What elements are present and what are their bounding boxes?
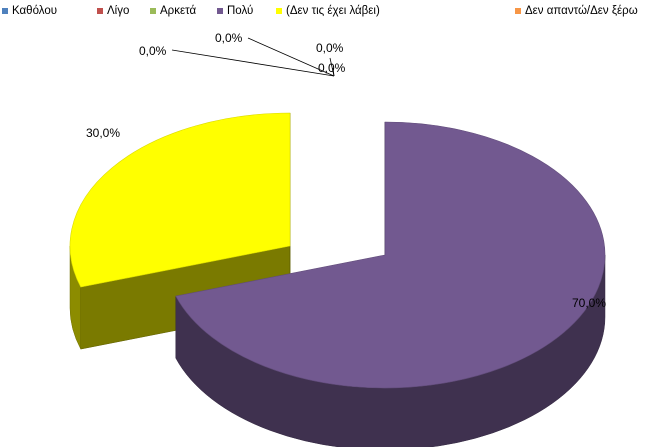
pie-slice-top [175,121,606,389]
legend-swatch [2,8,8,14]
legend-item: Αρκετά [150,5,196,17]
legend-item: Καθόλου [2,5,57,17]
legend-item: Δεν απαντώ/Δεν ξέρω [515,5,638,17]
legend-swatch [276,8,282,14]
leader-line [247,37,335,77]
legend-label: Δεν απαντώ/Δεν ξέρω [525,5,638,17]
data-label: 0,0% [316,41,344,55]
data-label: 70,0% [572,296,606,310]
data-label: 30,0% [86,126,120,140]
legend-item: Λίγο [97,5,129,17]
legend-label: Λίγο [107,5,130,17]
legend-swatch [515,8,521,14]
pie-slice-3 [175,121,606,447]
legend-label: Καθόλου [12,5,58,17]
legend-label: Αρκετά [160,5,197,17]
legend-label: (Δεν τις έχει λάβει) [286,5,380,17]
legend-label: Πολύ [227,5,254,17]
leader-line [332,67,335,77]
pie-slice-top [69,112,291,288]
data-label: 0,0% [318,61,346,75]
legend-item: (Δεν τις έχει λάβει) [276,5,380,17]
data-label: 0,0% [139,44,167,58]
chart-legend: Καθόλου Λίγο Αρκετά Πολύ (Δεν τις έχει λάβει… [0,0,665,22]
leader-line [171,49,335,77]
legend-swatch [150,8,156,14]
legend-swatch [217,8,223,14]
legend-item: Πολύ [217,5,253,17]
data-label: 0,0% [215,31,243,45]
legend-swatch [97,8,103,14]
